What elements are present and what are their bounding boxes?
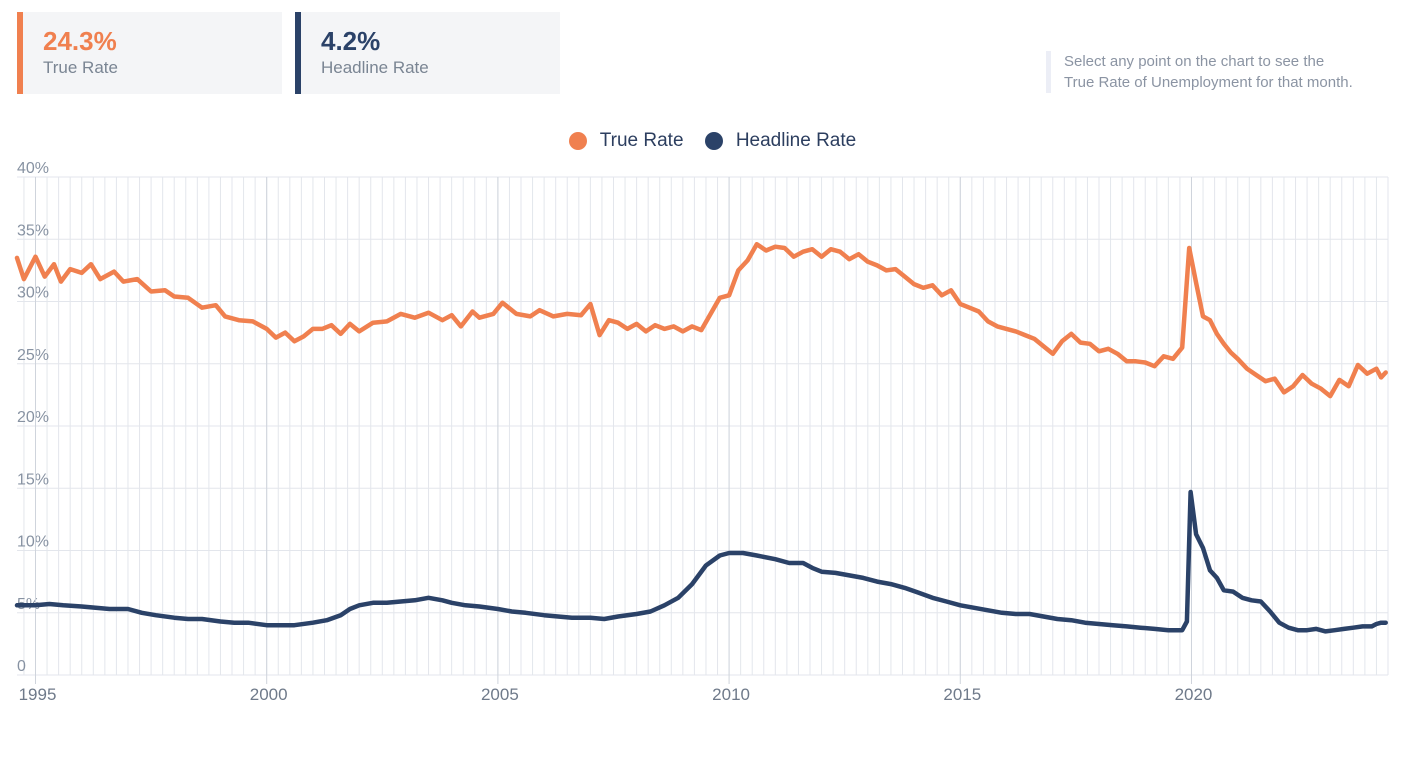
legend-item-true-rate[interactable]: True Rate (568, 130, 684, 152)
y-tick-label: 40% (17, 160, 49, 177)
x-tick-label: 2005 (481, 685, 519, 704)
true-rate-value: 24.3% (43, 26, 117, 56)
y-tick-label: 20% (17, 409, 49, 426)
y-tick-label: 15% (17, 471, 49, 488)
headline-rate-label: Headline Rate (321, 58, 429, 77)
x-tick-label: 2010 (712, 685, 750, 704)
headline-rate-card: 4.2% Headline Rate (295, 12, 560, 94)
legend-dot-true-rate (568, 132, 587, 150)
series-line-headline-rate (14, 489, 1388, 634)
headline-rate-value: 4.2% (321, 26, 381, 56)
y-tick-label: 25% (17, 347, 49, 364)
legend-item-headline-rate[interactable]: Headline Rate (704, 130, 857, 152)
y-tick-label: 30% (17, 285, 49, 302)
chart-legend: True Rate Headline Rate (0, 130, 1425, 156)
true-rate-label: True Rate (43, 58, 118, 77)
series-line-true-rate (14, 241, 1388, 399)
chart-hint-line-2: True Rate of Unemployment for that month… (1064, 74, 1353, 91)
legend-label-true-rate: True Rate (599, 130, 684, 151)
y-tick-label: 35% (17, 222, 49, 239)
chart-hint: Select any point on the chart to see the… (1046, 51, 1424, 93)
x-tick-label: 2000 (250, 685, 288, 704)
chart-hint-line-1: Select any point on the chart to see the (1064, 53, 1325, 70)
legend-label-headline-rate: Headline Rate (735, 130, 857, 151)
x-tick-label: 2015 (943, 685, 981, 704)
y-tick-label: 0 (17, 658, 26, 675)
x-tick-label: 2020 (1175, 685, 1213, 704)
x-tick-label: 1995 (19, 685, 57, 704)
true-rate-card: 24.3% True Rate (17, 12, 282, 94)
y-tick-label: 10% (17, 534, 49, 551)
legend-dot-headline-rate (704, 132, 723, 150)
